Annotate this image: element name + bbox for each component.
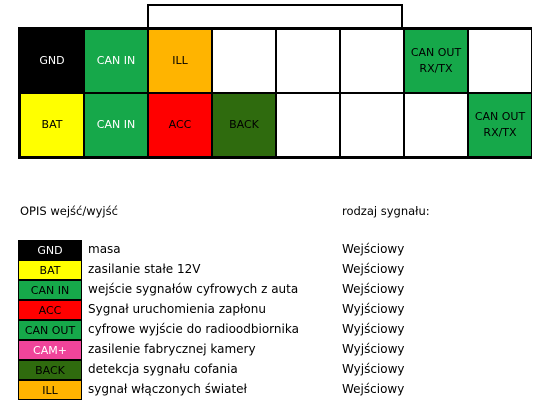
legend-description: zasilanie stałe 12V (88, 262, 201, 276)
legend-description: masa (88, 242, 121, 256)
legend-description: zasilenie fabrycznej kamery (88, 342, 256, 356)
legend-swatch: CAN OUT (18, 320, 82, 340)
pin-empty (212, 29, 276, 93)
legend-signal-type: Wejściowy (342, 262, 405, 276)
legend-swatch: ILL (18, 380, 82, 400)
legend-description: sygnał włączonych świateł (88, 382, 247, 396)
pin-can-in-top: CAN IN (84, 29, 148, 93)
legend-description: cyfrowe wyjście do radioodbiornika (88, 322, 299, 336)
legend-swatch: ACC (18, 300, 82, 320)
legend-description: detekcja sygnału cofania (88, 362, 238, 376)
legend-swatch: GND (18, 240, 82, 260)
legend-signal-type: Wyjściowy (342, 322, 405, 336)
pin-empty (340, 29, 404, 93)
legend-signal-type: Wejściowy (342, 242, 405, 256)
pin-empty (340, 93, 404, 157)
pin-empty (404, 93, 468, 157)
legend-header-description: OPIS wejść/wyjść (20, 204, 118, 218)
legend-swatch: CAM+ (18, 340, 82, 360)
pin-empty (276, 29, 340, 93)
pin-can-out-top: CAN OUT RX/TX (404, 29, 468, 93)
legend-signal-type: Wejściowy (342, 282, 405, 296)
legend-signal-type: Wejściowy (342, 382, 405, 396)
legend-swatch: BACK (18, 360, 82, 380)
legend-description: Sygnał uruchomienia zapłonu (88, 302, 266, 316)
pin-gnd: GND (20, 29, 84, 93)
pin-acc: ACC (148, 93, 212, 157)
legend-signal-type: Wyjściowy (342, 342, 405, 356)
legend-description: wejście sygnałów cyfrowych z auta (88, 282, 299, 296)
legend-swatch: BAT (18, 260, 82, 280)
pin-ill: ILL (148, 29, 212, 93)
legend-signal-type: Wyjściowy (342, 362, 405, 376)
pin-can-in-bottom: CAN IN (84, 93, 148, 157)
connector-key-tab (147, 4, 403, 28)
legend-swatch: CAN IN (18, 280, 82, 300)
pin-empty (468, 29, 532, 93)
connector-pin-grid: GND CAN IN ILL CAN OUT RX/TX BAT CAN IN … (18, 27, 532, 159)
legend-signal-type: Wyjściowy (342, 302, 405, 316)
pin-can-out-bottom: CAN OUT RX/TX (468, 93, 532, 157)
pin-back: BACK (212, 93, 276, 157)
legend-header-signal-type: rodzaj sygnału: (342, 204, 430, 218)
pin-empty (276, 93, 340, 157)
pin-bat: BAT (20, 93, 84, 157)
